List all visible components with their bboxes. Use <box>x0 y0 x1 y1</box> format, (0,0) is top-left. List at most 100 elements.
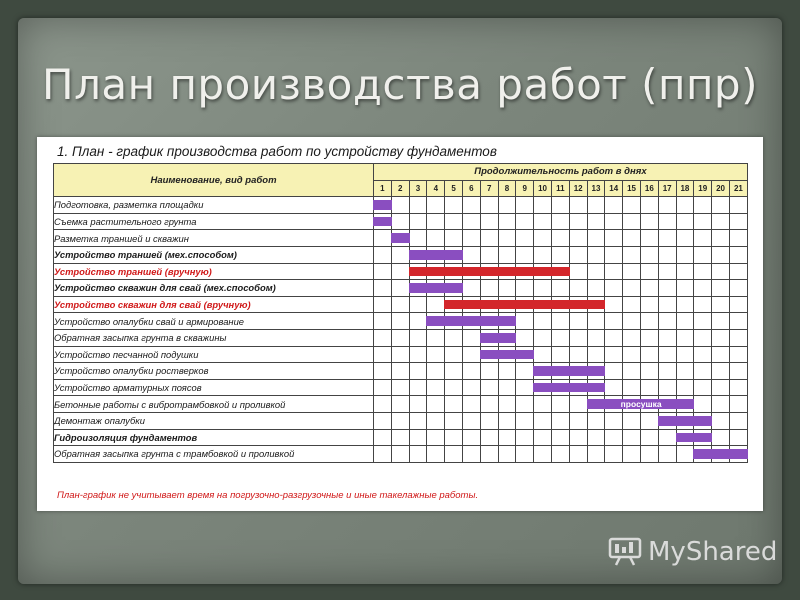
day-cell <box>728 245 748 264</box>
day-cell <box>693 245 713 264</box>
task-bar-segment <box>550 382 570 393</box>
task-bar-segment <box>444 266 463 277</box>
task-row: Устройство опалубки свай и армирование <box>53 312 748 330</box>
task-bar-segment <box>675 399 695 409</box>
day-cell <box>426 295 446 314</box>
day-cell <box>497 279 517 297</box>
day-cell <box>586 212 606 231</box>
task-name: Устройство скважин для свай (мех.способо… <box>53 279 374 297</box>
day-cell <box>586 395 606 413</box>
day-cell <box>568 362 588 380</box>
task-bar-segment <box>586 299 606 310</box>
day-cell <box>497 229 517 247</box>
task-bar-segment <box>639 399 659 409</box>
day-cell <box>497 295 517 314</box>
task-bar-segment <box>657 415 677 426</box>
day-cell <box>426 312 446 330</box>
day-cell <box>408 262 428 281</box>
task-row: Гидроизоляция фундаментов <box>53 428 748 447</box>
task-name: Устройство арматурных поясов <box>53 378 374 397</box>
day-cell <box>533 196 552 214</box>
day-cell <box>515 229 535 247</box>
day-cell <box>639 262 659 281</box>
day-cell <box>604 196 624 214</box>
day-cell <box>408 245 428 264</box>
day-cell <box>675 445 695 463</box>
day-cell <box>586 262 606 281</box>
task-row: Разметка траншей и скважин <box>53 229 748 247</box>
day-cell <box>479 229 499 247</box>
day-cell <box>568 229 588 247</box>
day-cell <box>675 196 695 214</box>
day-cell <box>444 345 463 364</box>
day-cell <box>426 395 446 413</box>
day-cell <box>711 312 730 330</box>
day-header: 13 <box>586 179 606 198</box>
task-bar-segment <box>693 432 713 443</box>
day-header: 21 <box>728 179 748 198</box>
task-name: Устройство песчанной подушки <box>53 345 374 364</box>
day-cell <box>497 345 517 364</box>
day-cell <box>604 411 624 430</box>
day-cell <box>693 395 713 413</box>
day-cell <box>711 411 730 430</box>
day-cell <box>604 395 624 413</box>
task-bar-segment <box>426 283 446 293</box>
day-cell <box>373 428 392 447</box>
day-cell <box>657 295 677 314</box>
task-row: Устройство скважин для свай (вручную) <box>53 295 748 314</box>
day-header: 5 <box>444 179 463 198</box>
day-cell <box>515 395 535 413</box>
task-bar-segment <box>497 332 517 343</box>
task-name: Обратная засыпка грунта с трамбовкой и п… <box>53 445 374 463</box>
day-cell <box>497 428 517 447</box>
day-cell <box>693 229 713 247</box>
day-cell <box>533 345 552 364</box>
task-bar-segment <box>479 332 499 343</box>
day-header: 20 <box>711 179 730 198</box>
task-bar-segment <box>728 449 748 459</box>
day-cell <box>515 245 535 264</box>
day-cell <box>461 196 481 214</box>
day-cell <box>675 312 695 330</box>
day-cell <box>426 345 446 364</box>
task-bar-segment <box>426 266 446 277</box>
day-header: 19 <box>693 179 713 198</box>
day-cell <box>586 312 606 330</box>
day-cell <box>586 196 606 214</box>
day-cell <box>568 262 588 281</box>
day-cell <box>515 212 535 231</box>
day-cell <box>675 212 695 231</box>
day-cell <box>426 445 446 463</box>
day-cell <box>639 279 659 297</box>
day-cell <box>550 395 570 413</box>
day-cell <box>639 229 659 247</box>
day-header: 14 <box>604 179 624 198</box>
day-cell <box>657 411 677 430</box>
task-name: Устройство опалубки свай и армирование <box>53 312 374 330</box>
day-cell <box>604 345 624 364</box>
day-cell <box>497 378 517 397</box>
task-bar-segment <box>497 349 517 360</box>
day-cell <box>515 345 535 364</box>
day-cell <box>622 229 641 247</box>
task-bar-segment <box>497 266 517 277</box>
day-cell <box>533 212 552 231</box>
day-cell <box>426 229 446 247</box>
day-cell <box>604 328 624 347</box>
day-cell <box>693 378 713 397</box>
day-cell <box>711 262 730 281</box>
day-cell <box>550 428 570 447</box>
day-cell <box>622 445 641 463</box>
day-cell <box>675 345 695 364</box>
day-cell <box>390 295 410 314</box>
day-cell <box>373 229 392 247</box>
day-cell <box>408 362 428 380</box>
day-cell <box>373 378 392 397</box>
day-cell <box>515 411 535 430</box>
day-cell <box>728 312 748 330</box>
day-cell <box>693 428 713 447</box>
task-bar-segment <box>373 200 392 210</box>
day-cell <box>390 262 410 281</box>
day-header: 17 <box>657 179 677 198</box>
